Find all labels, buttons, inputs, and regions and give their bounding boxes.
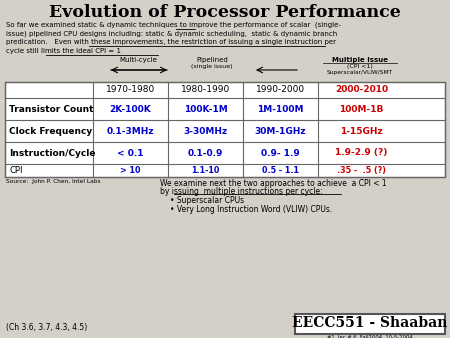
Text: Instruction/Cycle: Instruction/Cycle: [9, 148, 95, 158]
Text: 0.1-3MHz: 0.1-3MHz: [107, 126, 154, 136]
Text: 1M-100M: 1M-100M: [257, 104, 304, 114]
Text: Multiple Issue: Multiple Issue: [332, 57, 388, 63]
Text: 1.9-2.9 (?): 1.9-2.9 (?): [335, 148, 388, 158]
Text: > 10: > 10: [120, 166, 141, 175]
Text: Pipelined: Pipelined: [196, 57, 228, 63]
Text: Evolution of Processor Performance: Evolution of Processor Performance: [49, 4, 401, 21]
Text: (CPI <1): (CPI <1): [347, 64, 373, 69]
Text: 100M-1B: 100M-1B: [339, 104, 384, 114]
Text: EECC551 - Shaaban: EECC551 - Shaaban: [292, 316, 448, 330]
Text: predication.   Even with these improvements, the restriction of issuing a single: predication. Even with these improvement…: [6, 39, 336, 45]
Text: 1-15GHz: 1-15GHz: [340, 126, 383, 136]
Text: (single issue): (single issue): [191, 64, 233, 69]
Text: 2K-100K: 2K-100K: [110, 104, 151, 114]
Text: (Ch 3.6, 3.7, 4.3, 4.5): (Ch 3.6, 3.7, 4.3, 4.5): [6, 323, 87, 332]
Text: Multi-cycle: Multi-cycle: [119, 57, 157, 63]
Text: 100K-1M: 100K-1M: [184, 104, 227, 114]
Text: • Very Long Instruction Word (VLIW) CPUs.: • Very Long Instruction Word (VLIW) CPUs…: [170, 204, 332, 214]
Text: 0.5 - 1.1: 0.5 - 1.1: [262, 166, 299, 175]
Text: 1990-2000: 1990-2000: [256, 86, 305, 95]
Text: issue) pipelined CPU designs including: static & dynamic scheduling,  static & d: issue) pipelined CPU designs including: …: [6, 30, 337, 37]
Text: Source:  John P. Chen, Intel Labs: Source: John P. Chen, Intel Labs: [6, 179, 101, 184]
Text: 1970-1980: 1970-1980: [106, 86, 155, 95]
Text: So far we examined static & dynamic techniques to improve the performance of sca: So far we examined static & dynamic tech…: [6, 22, 341, 28]
Text: 2000-2010: 2000-2010: [335, 86, 388, 95]
Text: cycle still limits the ideal CPI = 1: cycle still limits the ideal CPI = 1: [6, 48, 121, 53]
Text: 1.1-10: 1.1-10: [191, 166, 220, 175]
Text: .35 -  .5 (?): .35 - .5 (?): [337, 166, 386, 175]
Bar: [295, 314, 445, 334]
Text: #1  lec # 6  Fall2004  10-5-2004: #1 lec # 6 Fall2004 10-5-2004: [327, 335, 413, 338]
Text: by issuing  multiple instructions per cycle:: by issuing multiple instructions per cyc…: [160, 188, 323, 196]
Text: 1980-1990: 1980-1990: [181, 86, 230, 95]
Bar: [5, 82, 445, 177]
Text: < 0.1: < 0.1: [117, 148, 144, 158]
Text: 30M-1GHz: 30M-1GHz: [255, 126, 306, 136]
Text: Clock Frequency: Clock Frequency: [9, 126, 92, 136]
Text: Superscalar/VLIW/SMT: Superscalar/VLIW/SMT: [327, 70, 393, 75]
Text: 0.9- 1.9: 0.9- 1.9: [261, 148, 300, 158]
Text: Transistor Count: Transistor Count: [9, 104, 94, 114]
Text: 3-30MHz: 3-30MHz: [184, 126, 228, 136]
Text: 0.1-0.9: 0.1-0.9: [188, 148, 223, 158]
Text: We examine next the two approaches to achieve  a CPI < 1: We examine next the two approaches to ac…: [160, 179, 387, 188]
Text: CPI: CPI: [9, 166, 22, 175]
Text: • Superscalar CPUs: • Superscalar CPUs: [170, 196, 244, 205]
